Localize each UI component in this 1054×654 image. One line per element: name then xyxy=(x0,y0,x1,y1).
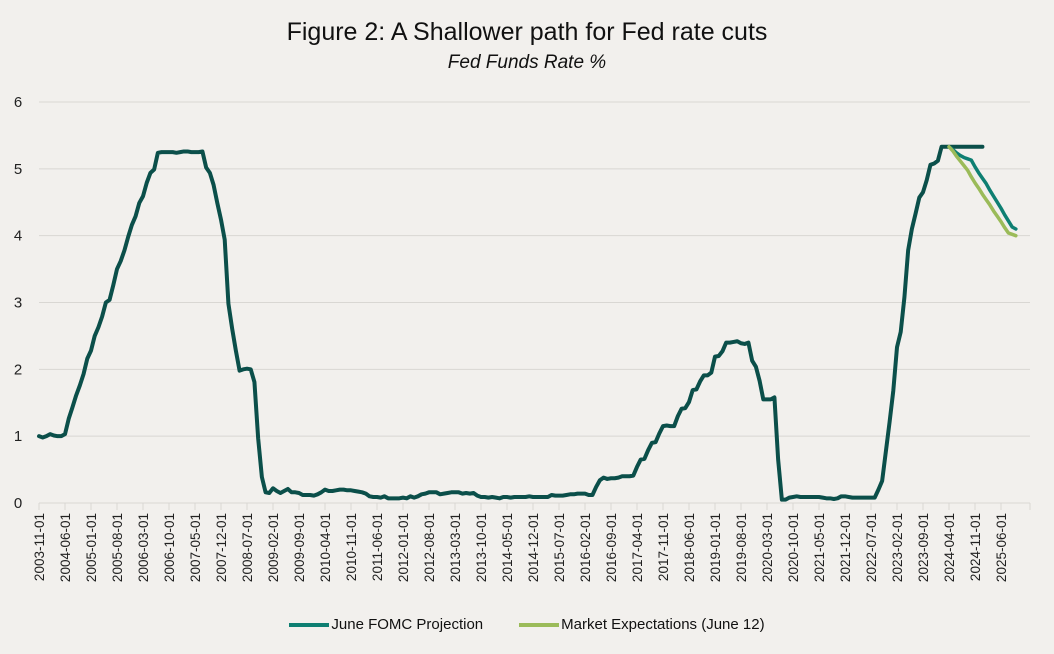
legend: June FOMC Projection Market Expectations… xyxy=(0,616,1054,633)
x-tick-label: 2019-01-01 xyxy=(708,513,723,582)
x-tick-label: 2017-04-01 xyxy=(630,513,645,582)
x-tick-label: 2005-08-01 xyxy=(110,513,125,582)
y-tick-label: 4 xyxy=(14,228,22,245)
gridlines xyxy=(39,101,1030,437)
x-tick-label: 2012-01-01 xyxy=(396,513,411,582)
x-tick-label: 2023-02-01 xyxy=(890,513,905,582)
legend-swatch-market xyxy=(519,622,560,627)
series-historical-line xyxy=(37,144,985,502)
x-tick-label: 2010-11-01 xyxy=(344,513,359,581)
x-tick-label: 2003-11-01 xyxy=(32,513,47,581)
legend-item-market: Market Expectations (June 12) xyxy=(519,616,765,633)
x-tick-label: 2007-05-01 xyxy=(188,513,203,582)
x-tick-label: 2019-08-01 xyxy=(734,513,749,582)
x-tick-label: 2005-01-01 xyxy=(84,513,99,582)
x-tick-label: 2013-03-01 xyxy=(448,513,463,582)
x-tick-label: 2009-09-01 xyxy=(292,513,307,582)
x-tick-label: 2011-06-01 xyxy=(370,513,385,581)
x-tick-label: 2012-08-01 xyxy=(422,513,437,582)
x-tick-label: 2024-04-01 xyxy=(942,513,957,582)
series-lines xyxy=(37,144,1018,502)
x-tick-label: 2008-07-01 xyxy=(240,513,255,582)
y-tick-label: 0 xyxy=(14,495,22,512)
x-tick-label: 2020-03-01 xyxy=(760,513,775,582)
x-tick-label: 2004-06-01 xyxy=(58,513,73,582)
legend-label-market: Market Expectations (June 12) xyxy=(561,616,765,633)
x-tick-label: 2018-06-01 xyxy=(682,513,697,582)
chart-title: Figure 2: A Shallower path for Fed rate … xyxy=(286,18,768,46)
legend-label-fomc: June FOMC Projection xyxy=(331,616,484,633)
legend-item-fomc: June FOMC Projection xyxy=(289,616,483,633)
chart-subtitle: Fed Funds Rate % xyxy=(447,52,607,73)
y-tick-label: 1 xyxy=(14,428,22,445)
x-tick-label: 2017-11-01 xyxy=(656,513,671,581)
y-tick-label: 2 xyxy=(14,361,22,378)
x-tick-label: 2014-05-01 xyxy=(500,513,515,582)
x-axis: 2003-11-01 2004-06-01 2005-01-01 2005-08-01… xyxy=(32,502,1031,582)
series-fomc-line xyxy=(947,145,1018,231)
y-tick-label: 5 xyxy=(14,161,22,178)
x-tick-label: 2023-09-01 xyxy=(916,513,931,582)
y-tick-label: 3 xyxy=(14,295,22,312)
x-tick-label: 2016-09-01 xyxy=(604,513,619,582)
x-tick-label: 2016-02-01 xyxy=(578,513,593,582)
y-tick-label: 6 xyxy=(14,94,22,111)
x-tick-label: 2006-10-01 xyxy=(162,513,177,582)
legend-swatch-fomc xyxy=(289,622,330,627)
y-axis: 0 1 2 3 4 5 6 xyxy=(14,94,22,512)
x-tick-label: 2009-02-01 xyxy=(266,513,281,582)
x-tick-label: 2025-06-01 xyxy=(994,513,1009,582)
x-tick-label: 2024-11-01 xyxy=(968,513,983,581)
series-market-line xyxy=(947,145,1018,238)
x-tick-label: 2021-05-01 xyxy=(812,513,827,582)
x-tick-label: 2006-03-01 xyxy=(136,513,151,582)
x-tick-label: 2022-07-01 xyxy=(864,513,879,582)
x-tick-label: 2013-10-01 xyxy=(474,513,489,582)
x-tick-label: 2010-04-01 xyxy=(318,513,333,582)
x-tick-label: 2007-12-01 xyxy=(214,513,229,582)
x-tick-label: 2014-12-01 xyxy=(526,513,541,582)
x-tick-label: 2020-10-01 xyxy=(786,513,801,582)
x-tick-label: 2015-07-01 xyxy=(552,513,567,582)
x-tick-label: 2021-12-01 xyxy=(838,513,853,582)
